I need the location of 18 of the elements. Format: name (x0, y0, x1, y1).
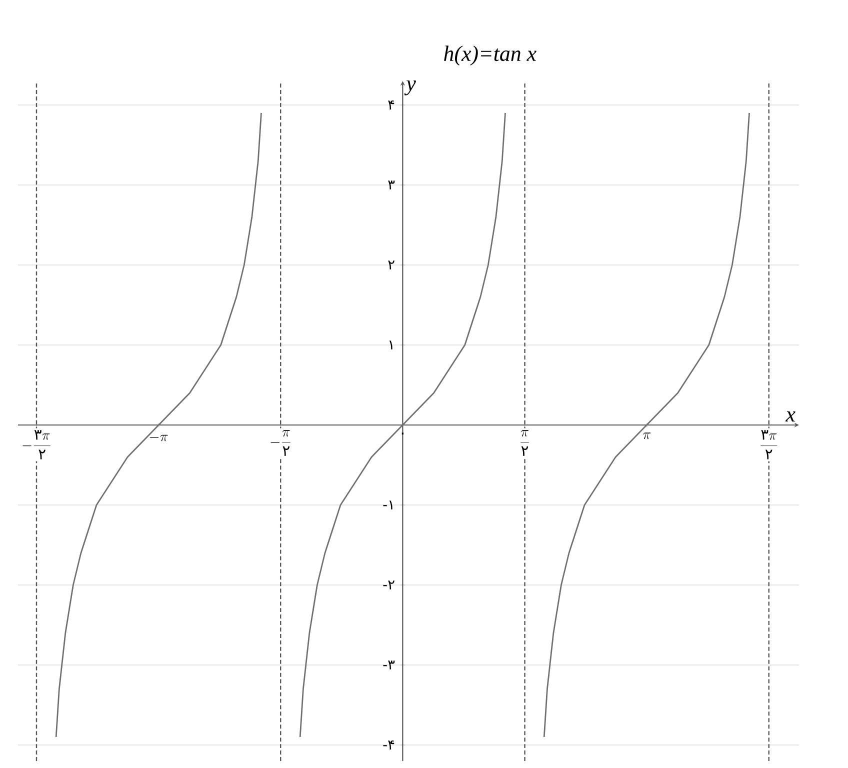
x-tick-label: $\pi$ (642, 432, 651, 439)
x-tick-label: $-\frac{\mbox{۳}\pi}{\mbox{۲}}$ (22, 430, 50, 460)
y-axis-title: y (404, 80, 416, 96)
y-tick-label: -۲ (383, 580, 394, 590)
x-tick-label: $\frac{\pi}{\mbox{۲}}$ (520, 430, 530, 456)
x-tick-label: $-\frac{\pi}{\mbox{۲}}$ (270, 430, 290, 456)
y-tick-label: -۳ (383, 660, 395, 670)
y-tick-label: ۳ (388, 180, 395, 190)
y-tick-label: -۴ (383, 740, 394, 750)
x-tick-label: $\frac{\mbox{۳}\pi}{\mbox{۲}}$ (760, 430, 778, 460)
x-tick-label: $\mbox{۰}$ (402, 432, 404, 434)
y-tick-label: ۴ (388, 100, 394, 110)
y-tick-label: -۱ (383, 500, 392, 510)
y-tick-label: ۱ (389, 340, 392, 350)
x-axis-title: x (785, 411, 796, 422)
x-tick-label: $-\pi$ (150, 434, 168, 442)
y-tick-label: ۲ (388, 260, 394, 270)
chart-title: h(x)=tan x (444, 46, 536, 66)
